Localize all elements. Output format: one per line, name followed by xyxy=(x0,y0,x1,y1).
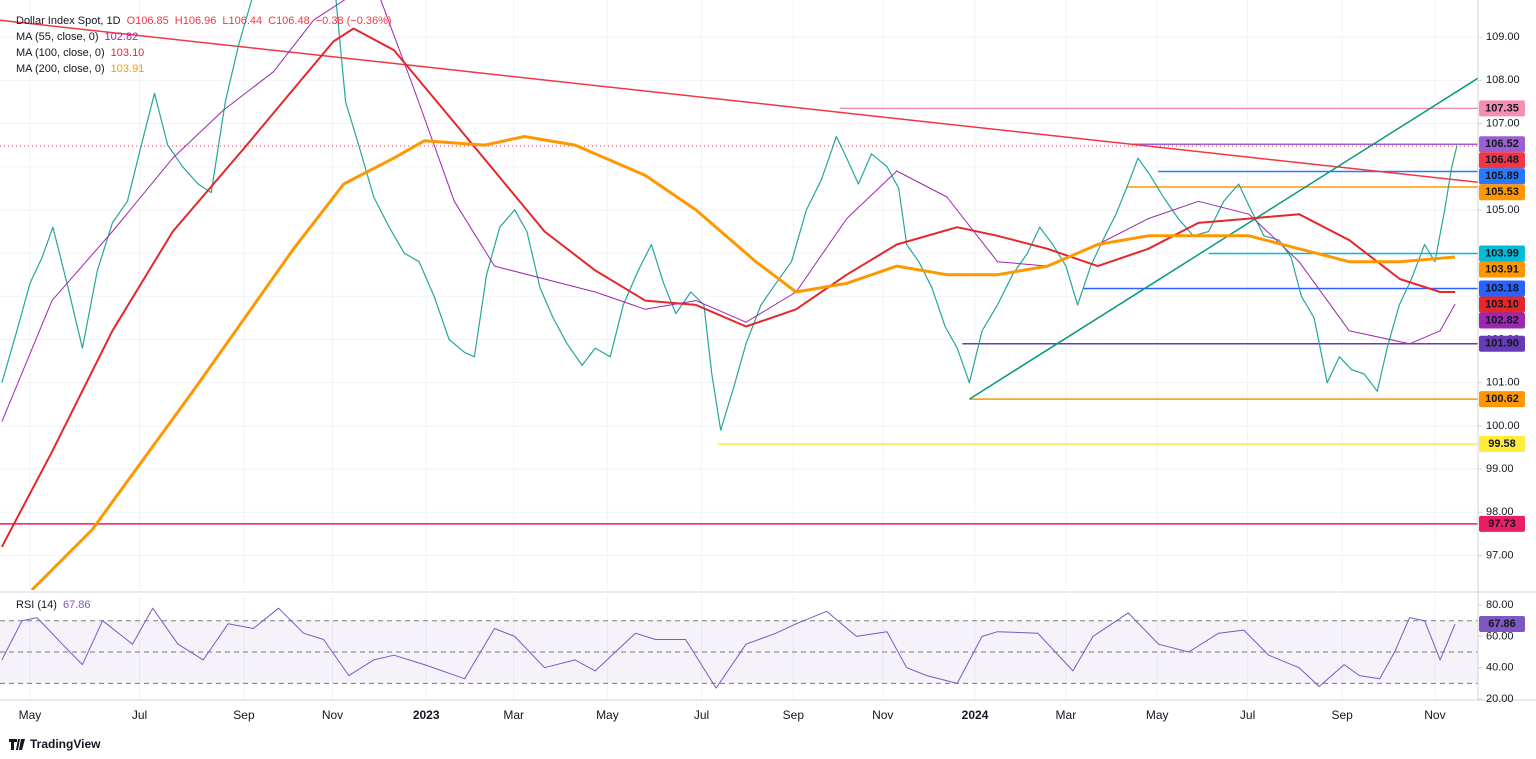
y-tick-label: 101.00 xyxy=(1486,377,1520,389)
y-tick-label: 40.00 xyxy=(1486,662,1514,674)
price-tag xyxy=(1479,184,1525,201)
price-tag xyxy=(1479,312,1525,329)
price-tag xyxy=(1479,335,1525,352)
price-tag xyxy=(1479,296,1525,313)
rsi-value: 67.86 xyxy=(63,599,91,611)
legend-name: MA (200, close, 0) xyxy=(16,63,105,75)
x-tick-label: May xyxy=(1146,708,1169,722)
y-tick-label: 60.00 xyxy=(1486,630,1514,642)
legend-value: 102.82 xyxy=(105,31,139,43)
ma-line xyxy=(1,0,1456,422)
price-tag-label: 99.58 xyxy=(1488,438,1516,450)
x-tick-label: Sep xyxy=(1332,708,1354,722)
price-tag-label: 106.48 xyxy=(1485,154,1519,166)
trend-line xyxy=(969,77,1478,400)
ohlc-value: −0.38 (−0.36%) xyxy=(316,15,392,27)
y-tick-label: 107.00 xyxy=(1486,117,1520,129)
legend-value: 103.10 xyxy=(111,47,145,59)
y-tick-label: 108.00 xyxy=(1486,74,1520,86)
x-tick-label: Sep xyxy=(783,708,805,722)
price-tag-label: 103.18 xyxy=(1485,282,1519,294)
price-tag xyxy=(1479,261,1525,278)
price-tag-label: 107.35 xyxy=(1485,102,1519,114)
rsi-name: RSI (14) xyxy=(16,599,57,611)
price-tag-label: 106.52 xyxy=(1485,138,1519,150)
rsi-pane xyxy=(0,595,1478,700)
price-tag-label: 101.90 xyxy=(1485,338,1519,350)
rsi-tag-label: 67.86 xyxy=(1488,618,1516,630)
price-tag-label: 103.91 xyxy=(1485,263,1519,275)
y-tick-label: 20.00 xyxy=(1486,693,1514,705)
rsi-legend: RSI (14) 67.86 xyxy=(16,599,91,611)
price-tag xyxy=(1479,436,1525,453)
legend-entry: MA (55, close, 0) 102.82 xyxy=(16,31,138,43)
y-tick-label: 100.00 xyxy=(1486,420,1520,432)
y-tick-label: 109.00 xyxy=(1486,31,1520,43)
price-tag xyxy=(1479,100,1525,117)
brand-logo: TradingView xyxy=(9,737,101,751)
price-tag-label: 105.53 xyxy=(1485,186,1519,198)
symbol: Dollar Index Spot, 1D xyxy=(16,15,121,27)
price-tag-label: 102.82 xyxy=(1485,314,1519,326)
price-tag xyxy=(1479,152,1525,169)
x-tick-label: Sep xyxy=(233,708,255,722)
legend-entry: MA (100, close, 0) 103.10 xyxy=(16,47,144,59)
ohlc-value: C106.48 xyxy=(268,15,310,27)
price-tag xyxy=(1479,515,1525,532)
legend-name: MA (100, close, 0) xyxy=(16,47,105,59)
x-tick-label: Jul xyxy=(132,708,147,722)
y-tick-label: 80.00 xyxy=(1486,599,1514,611)
x-tick-label: May xyxy=(19,708,42,722)
legend: Dollar Index Spot, 1D O106.85 H106.96 L106.… xyxy=(16,15,392,75)
price-tag-label: 103.10 xyxy=(1485,298,1519,310)
y-tick-label: 105.00 xyxy=(1486,204,1520,216)
price-tag-label: 105.89 xyxy=(1485,170,1519,182)
x-tick-label: 2024 xyxy=(962,708,989,722)
y-tick-label: 97.00 xyxy=(1486,549,1514,561)
rsi-tag xyxy=(1479,616,1525,633)
price-tag-label: 103.99 xyxy=(1485,247,1519,259)
x-tick-label: Mar xyxy=(1056,708,1077,722)
legend-value: 103.91 xyxy=(111,63,145,75)
legend-entry: MA (200, close, 0) 103.91 xyxy=(16,63,144,75)
chart-title: Dollar Index Spot, 1D O106.85 H106.96 L106.… xyxy=(16,15,392,27)
x-tick-label: Nov xyxy=(322,708,343,722)
logo-icon xyxy=(9,739,25,750)
ma-line xyxy=(30,135,1456,590)
price-tag xyxy=(1479,280,1525,297)
legend-name: MA (55, close, 0) xyxy=(16,31,99,43)
x-tick-label: Nov xyxy=(1424,708,1445,722)
price-tag xyxy=(1479,245,1525,262)
x-tick-label: Jul xyxy=(1240,708,1255,722)
ohlc-value: L106.44 xyxy=(222,15,262,27)
x-tick-label: May xyxy=(596,708,619,722)
y-tick-label: 98.00 xyxy=(1486,506,1514,518)
price-tag xyxy=(1479,168,1525,185)
ohlc-value: O106.85 xyxy=(127,15,169,27)
price-tag xyxy=(1479,136,1525,153)
x-tick-label: Mar xyxy=(503,708,524,722)
price-tag-label: 97.73 xyxy=(1488,518,1516,530)
ma-line xyxy=(1,27,1456,548)
price-pane xyxy=(0,0,1478,590)
rsi-line xyxy=(1,607,1456,689)
x-tick-label: Jul xyxy=(694,708,709,722)
price-line xyxy=(1,0,1458,431)
trend-line xyxy=(0,19,1478,184)
brand-name: TradingView xyxy=(30,737,101,751)
x-tick-label: 2023 xyxy=(413,708,440,722)
price-tag xyxy=(1479,391,1525,408)
price-tag-label: 100.62 xyxy=(1485,393,1519,405)
y-tick-label: 99.00 xyxy=(1486,463,1514,475)
ohlc-value: H106.96 xyxy=(175,15,217,27)
x-tick-label: Nov xyxy=(872,708,893,722)
